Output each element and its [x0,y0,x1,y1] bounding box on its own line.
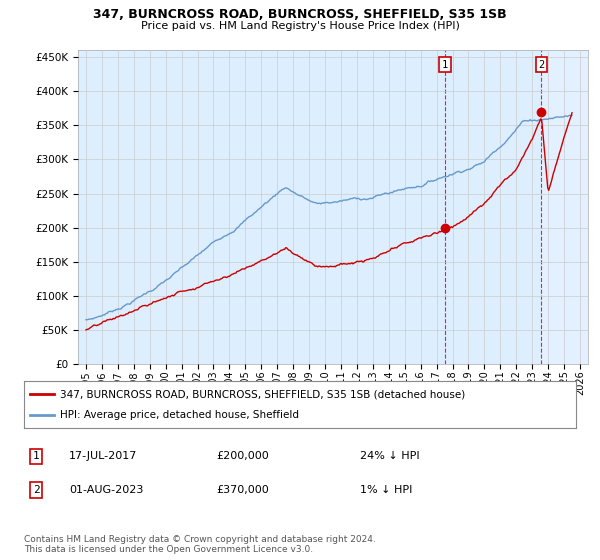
Text: 24% ↓ HPI: 24% ↓ HPI [360,451,419,461]
Text: 17-JUL-2017: 17-JUL-2017 [69,451,137,461]
Text: 1% ↓ HPI: 1% ↓ HPI [360,485,412,495]
Text: 2: 2 [32,485,40,495]
Text: 347, BURNCROSS ROAD, BURNCROSS, SHEFFIELD, S35 1SB (detached house): 347, BURNCROSS ROAD, BURNCROSS, SHEFFIEL… [60,389,465,399]
Text: Price paid vs. HM Land Registry's House Price Index (HPI): Price paid vs. HM Land Registry's House … [140,21,460,31]
Text: £200,000: £200,000 [216,451,269,461]
Text: 1: 1 [442,60,448,70]
Text: £370,000: £370,000 [216,485,269,495]
Text: 347, BURNCROSS ROAD, BURNCROSS, SHEFFIELD, S35 1SB: 347, BURNCROSS ROAD, BURNCROSS, SHEFFIEL… [93,8,507,21]
Bar [541,50,588,364]
Text: 01-AUG-2023: 01-AUG-2023 [69,485,143,495]
Text: Contains HM Land Registry data © Crown copyright and database right 2024.
This d: Contains HM Land Registry data © Crown c… [24,535,376,554]
Text: 2: 2 [538,60,545,70]
Text: HPI: Average price, detached house, Sheffield: HPI: Average price, detached house, Shef… [60,410,299,420]
Text: 1: 1 [32,451,40,461]
